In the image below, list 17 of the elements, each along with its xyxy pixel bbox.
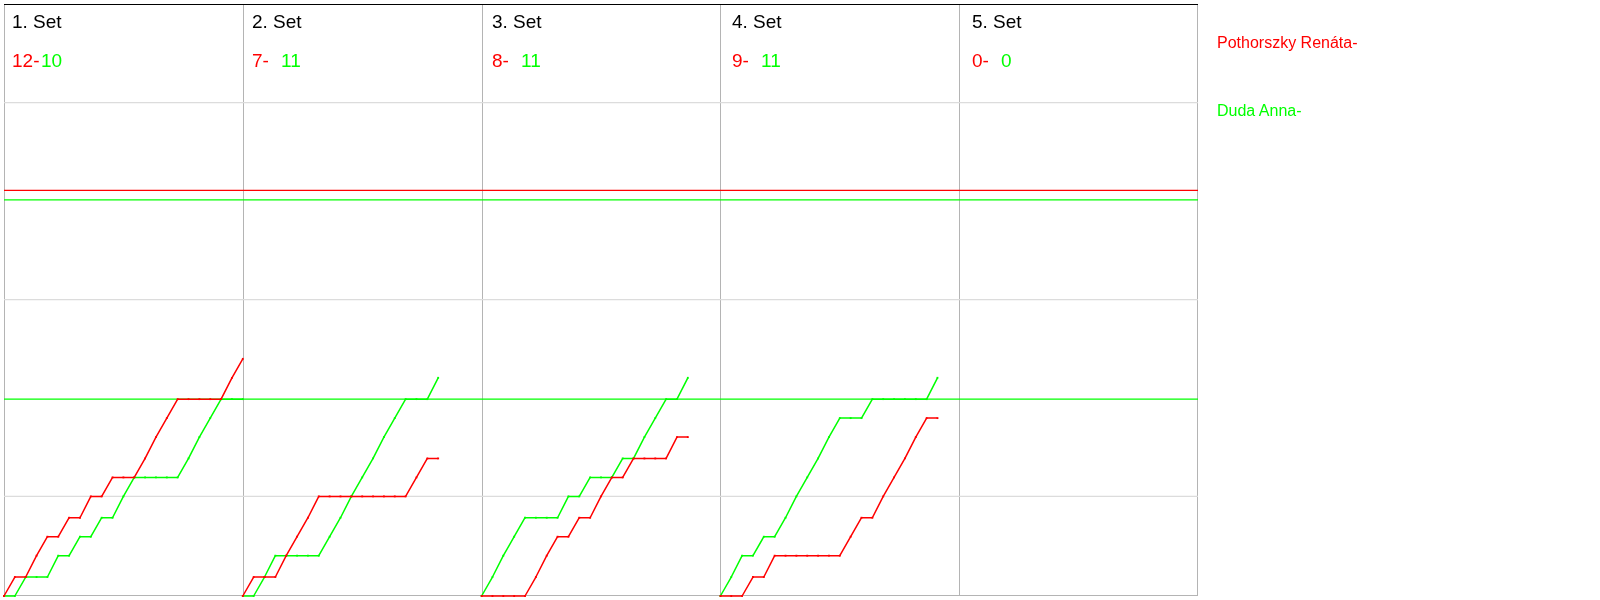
text: 0- (972, 50, 989, 72)
text: 10 (41, 50, 63, 72)
text: 11 (521, 50, 541, 72)
text: 2. Set (252, 11, 302, 33)
text: 3. Set (492, 11, 542, 33)
text: 7- (252, 50, 269, 72)
text: Pothorszky Renáta- (1217, 33, 1358, 53)
text: 11 (281, 50, 301, 72)
text: 4. Set (732, 11, 782, 33)
text: 5. Set (972, 11, 1022, 33)
text: Duda Anna- (1217, 101, 1303, 121)
text: 1. Set (12, 11, 62, 33)
text: 0 (1001, 50, 1012, 72)
text: 12- (12, 50, 40, 72)
text: 8- (492, 50, 509, 72)
text: 9- (732, 50, 749, 72)
text: 11 (761, 50, 781, 72)
